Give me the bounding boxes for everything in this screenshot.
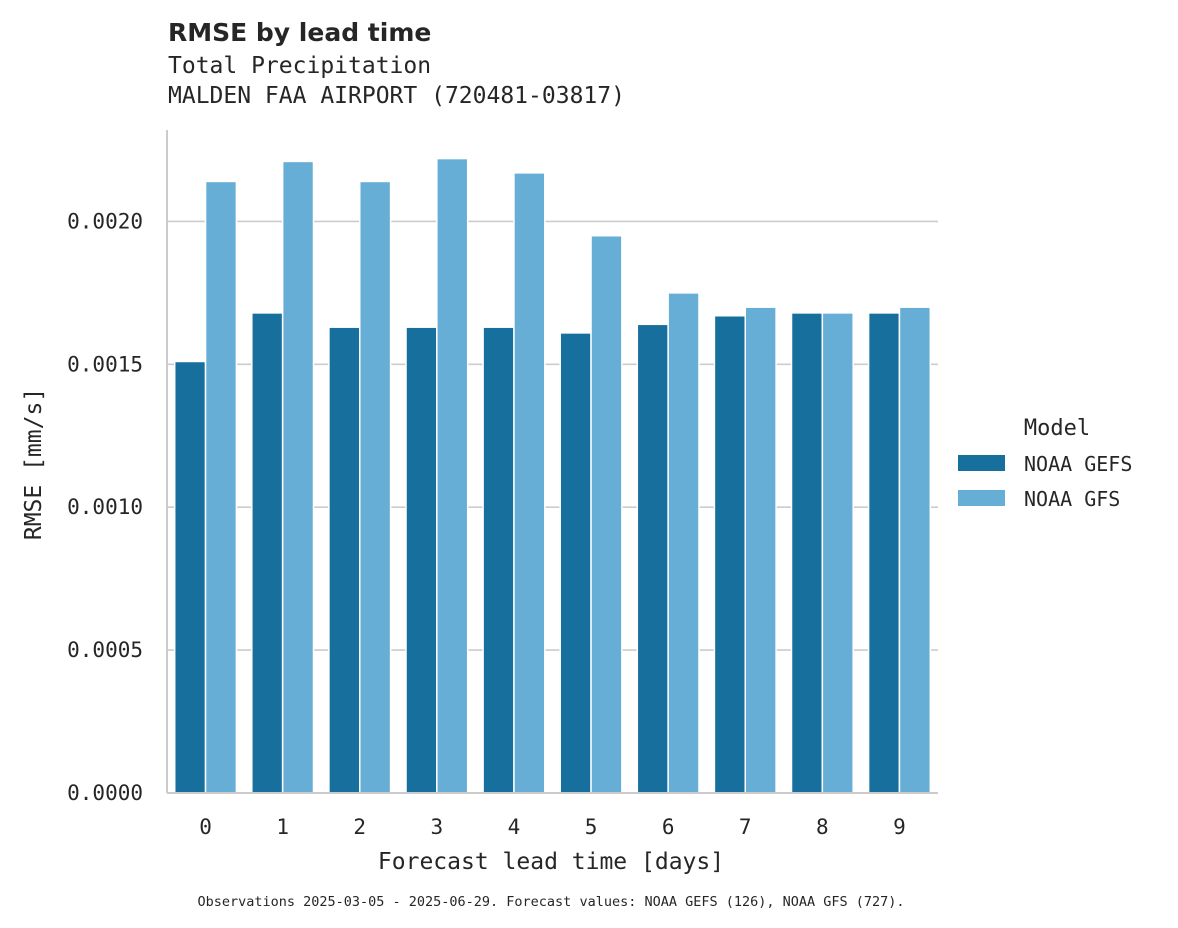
legend: Model NOAA GEFS NOAA GFS [958,416,1132,511]
y-tick-label: 0.0010 [67,495,143,519]
x-tick-label: 8 [816,815,829,839]
bar-noaa-gfs-3 [436,157,469,794]
y-tick-labels: 0.0000 0.0005 0.0010 0.0015 0.0020 [67,209,143,805]
chart-title: RMSE by lead time [168,18,431,47]
bar-noaa-gfs-2 [359,180,392,794]
x-tick-label: 1 [276,815,289,839]
legend-swatch [958,455,1005,471]
axes [166,130,938,794]
bar-noaa-gefs-7 [713,315,746,794]
x-tick-label: 5 [585,815,598,839]
x-tick-label: 3 [431,815,444,839]
legend-swatch [958,490,1005,506]
bars [173,157,932,794]
x-tick-label: 0 [199,815,212,839]
x-axis-label: Forecast lead time [days] [378,849,724,875]
legend-title: Model [1024,416,1090,441]
bar-noaa-gefs-2 [328,326,361,794]
bar-noaa-gfs-5 [590,234,623,794]
x-tick-label: 2 [353,815,366,839]
y-tick-label: 0.0020 [67,209,143,233]
x-tick-label: 7 [739,815,752,839]
y-tick-label: 0.0005 [67,638,143,662]
x-tick-label: 4 [508,815,521,839]
y-tick-label: 0.0015 [67,352,143,376]
y-tick-label: 0.0000 [67,781,143,805]
bar-noaa-gefs-9 [867,312,901,794]
bar-noaa-gfs-1 [281,160,315,794]
bar-noaa-gefs-3 [405,326,438,794]
legend-label: NOAA GEFS [1024,452,1132,476]
x-tick-label: 6 [662,815,675,839]
x-tick-labels: 0 1 2 3 4 5 6 7 8 9 [199,815,906,839]
chart-subtitle-line-1: Total Precipitation [168,53,431,79]
bar-noaa-gefs-5 [559,332,592,794]
legend-items: NOAA GEFS NOAA GFS [958,452,1132,511]
y-axis-label: RMSE [mm/s] [21,388,47,540]
bar-noaa-gfs-4 [513,172,546,794]
legend-label: NOAA GFS [1024,487,1120,511]
bar-noaa-gfs-8 [821,312,854,794]
bar-noaa-gefs-0 [173,360,207,794]
bar-noaa-gefs-4 [482,326,515,794]
x-tick-label: 9 [893,815,906,839]
bar-noaa-gfs-7 [744,306,777,794]
chart-subtitle-line-2: MALDEN FAA AIRPORT (720481-03817) [168,83,625,109]
bar-noaa-gfs-9 [898,306,932,794]
bar-noaa-gefs-8 [790,312,824,794]
bar-noaa-gfs-6 [667,292,700,794]
bar-noaa-gefs-1 [251,312,284,794]
bar-noaa-gefs-6 [636,323,669,794]
bar-noaa-gfs-0 [204,180,238,794]
footnote: Observations 2025-03-05 - 2025-06-29. Fo… [197,894,904,910]
